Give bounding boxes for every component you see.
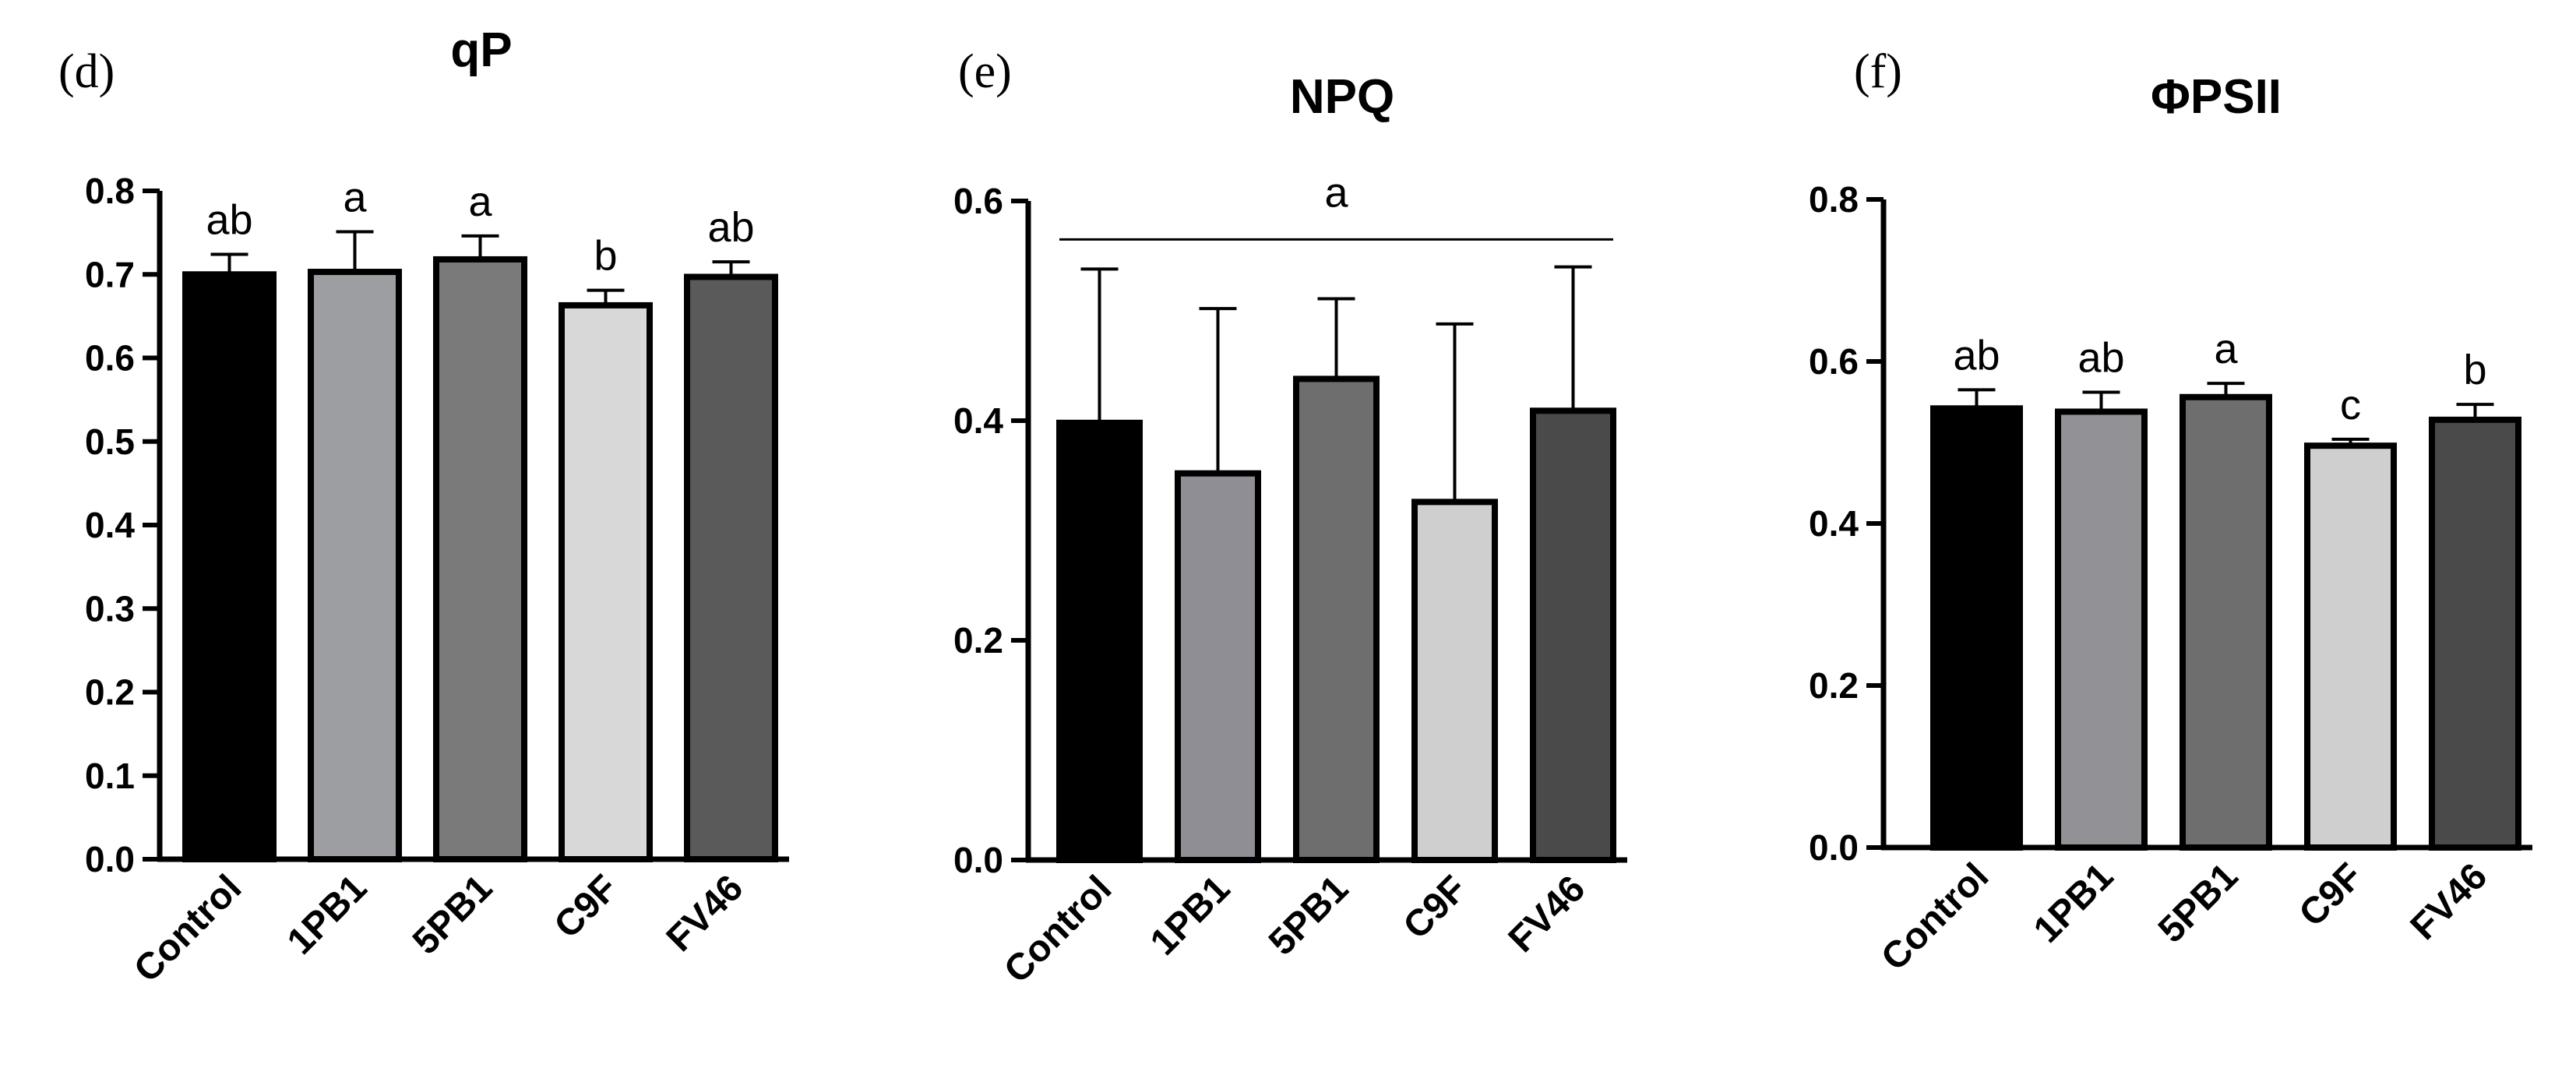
panel-d-bar xyxy=(433,256,527,862)
panel-f-category-label: 1PB1 xyxy=(2026,855,2121,950)
panel-e-bar xyxy=(1175,470,1261,863)
panel-f-y-tick-label: 0.6 xyxy=(1809,341,1859,382)
panel-d-significance-label: b xyxy=(594,233,617,280)
panel-f-y-tick-label: 0.8 xyxy=(1809,179,1859,220)
panel-f-plot: ab Control ab 1PB1 a 5PB1 c C9F b FV46 0.0 0.2 0.4 0.… xyxy=(1809,179,2532,978)
panel-d-category-label: FV46 xyxy=(659,867,752,960)
panel-e-category-label: FV46 xyxy=(1501,868,1594,960)
panel-d-significance-label: ab xyxy=(206,197,252,244)
panel-d-y-tick-label: 0.1 xyxy=(85,756,135,796)
panel-f-significance-label: ab xyxy=(2077,335,2124,382)
panel-e-y-tick-label: 0.6 xyxy=(953,181,1003,221)
panel-d-significance-label: a xyxy=(343,174,367,221)
panel-d-bar xyxy=(684,273,778,862)
panel-f-y-tick-label: 0.0 xyxy=(1809,827,1859,868)
panel-d-title: qP xyxy=(450,23,512,77)
panel-d-significance-label: ab xyxy=(707,204,754,251)
panel-e-plot: Control 1PB1 5PB1 C9F FV46 a 0.0 0.2 0.4 0.6 xyxy=(953,169,1627,991)
panel-f-category-label: Control xyxy=(1873,855,1996,978)
panel-e-category-label: C9F xyxy=(1396,868,1475,947)
panel-d: (d) qP ab Control a 1PB1 a 5PB1 b C9F ab FV46 0.0 0… xyxy=(58,23,789,990)
panel-e-y-tick-label: 0.4 xyxy=(953,400,1003,441)
panel-f-bar xyxy=(2429,416,2521,851)
panel-f-significance-label: ab xyxy=(1953,332,2000,379)
panel-d-y-tick-label: 0.8 xyxy=(85,171,135,211)
panel-f-bar xyxy=(2180,393,2272,851)
panel-e-title: NPQ xyxy=(1290,70,1394,124)
panel-d-y-tick-label: 0.3 xyxy=(85,588,135,629)
panel-e-label: (e) xyxy=(958,45,1012,98)
panel-f-bar xyxy=(1930,405,2023,851)
panel-d-significance-label: a xyxy=(468,178,492,225)
panel-d-label: (d) xyxy=(58,45,115,98)
panel-f-significance-label: c xyxy=(2340,382,2361,428)
panel-f-significance-label: b xyxy=(2463,347,2486,393)
panel-e-bar xyxy=(1056,419,1143,863)
panel-f-category-label: 5PB1 xyxy=(2151,855,2246,950)
panel-f-title: ΦPSII xyxy=(2151,70,2282,124)
panel-f-y-tick-label: 0.2 xyxy=(1809,665,1859,706)
panel-e-bar xyxy=(1530,407,1616,863)
panel-f-bar xyxy=(2304,442,2397,851)
panel-e-category-label: Control xyxy=(996,868,1119,991)
panel-e-significance-label: a xyxy=(1324,169,1348,216)
panel-f: (f) ΦPSII ab Control ab 1PB1 a 5PB1 c C9F b FV46 0… xyxy=(1809,45,2532,978)
panel-f-significance-label: a xyxy=(2214,326,2238,372)
panel-d-y-tick-label: 0.2 xyxy=(85,672,135,713)
panel-d-bar xyxy=(182,271,277,862)
panel-f-label: (f) xyxy=(1854,45,1902,98)
panel-d-category-label: 5PB1 xyxy=(405,867,500,962)
panel-e: (e) NPQ Control 1PB1 5PB1 C9F FV46 a 0.0 0.2 0.4… xyxy=(953,45,1627,991)
panel-e-y-tick-label: 0.2 xyxy=(953,620,1003,661)
panel-d-bar xyxy=(308,269,402,863)
panel-f-bar xyxy=(2055,408,2148,851)
panel-d-bar xyxy=(559,301,653,862)
panel-d-category-label: C9F xyxy=(547,867,626,946)
panel-d-y-tick-label: 0.4 xyxy=(85,505,135,545)
panel-d-y-tick-label: 0.5 xyxy=(85,421,135,462)
panel-e-category-label: 5PB1 xyxy=(1261,868,1356,963)
panel-f-y-tick-label: 0.4 xyxy=(1809,503,1859,544)
panel-d-category-label: 1PB1 xyxy=(280,867,375,962)
panel-d-y-tick-label: 0.7 xyxy=(85,254,135,294)
panel-d-y-tick-label: 0.0 xyxy=(85,839,135,879)
panel-f-category-label: FV46 xyxy=(2403,855,2496,948)
panel-d-category-label: Control xyxy=(126,867,249,990)
panel-e-y-tick-label: 0.0 xyxy=(953,840,1003,880)
panel-d-y-tick-label: 0.6 xyxy=(85,338,135,379)
panel-e-category-label: 1PB1 xyxy=(1143,868,1238,963)
panel-e-bar xyxy=(1411,499,1498,864)
panel-f-category-label: C9F xyxy=(2292,855,2371,935)
panel-d-plot: ab Control a 1PB1 a 5PB1 b C9F ab FV46 0.0 0.1 0.2 0.… xyxy=(85,171,789,990)
panel-e-bar xyxy=(1293,375,1380,864)
